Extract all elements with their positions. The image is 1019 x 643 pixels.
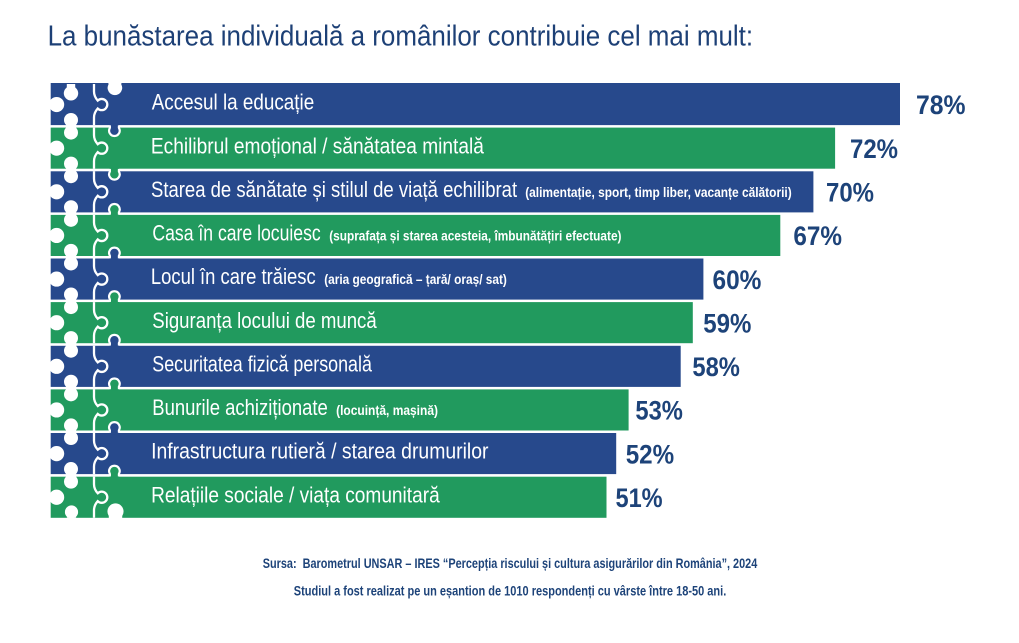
svg-text:Casa în care locuiesc: Casa în care locuiesc [152,221,320,246]
svg-text:Securitatea fizică personală: Securitatea fizică personală [152,352,372,377]
svg-text:(suprafața și starea acesteia,: (suprafața și starea acesteia, îmbunătăț… [329,229,621,244]
svg-text:70%: 70% [826,178,874,208]
svg-text:Bunurile achiziționate: Bunurile achiziționate [152,395,327,420]
svg-text:67%: 67% [793,221,842,251]
svg-text:60%: 60% [713,265,762,295]
svg-text:78%: 78% [916,90,966,120]
svg-text:59%: 59% [703,308,751,338]
svg-text:Infrastructura rutieră / stare: Infrastructura rutieră / starea drumuril… [151,439,488,464]
svg-text:Locul în care trăiesc: Locul în care trăiesc [151,264,316,289]
svg-text:Studiul a fost realizat pe un: Studiul a fost realizat pe un eșantion d… [294,583,727,599]
svg-text:72%: 72% [850,134,898,164]
svg-text:Accesul la educație: Accesul la educație [152,90,315,115]
svg-text:Sursa: Barometrul UNSAR – IRE: Sursa: Barometrul UNSAR – IRES “Percepți… [263,555,758,571]
svg-text:52%: 52% [626,439,674,469]
svg-text:(aria geografică – țară/ oraș/: (aria geografică – țară/ oraș/ sat) [324,272,507,287]
svg-text:58%: 58% [692,352,740,382]
svg-text:La bunăstarea individuală a ro: La bunăstarea individuală a românilor co… [48,21,754,53]
svg-text:53%: 53% [635,396,683,426]
svg-text:Starea de sănătate și stilul d: Starea de sănătate și stilul de viață ec… [151,177,517,202]
svg-text:(alimentație, sport, timp libe: (alimentație, sport, timp liber, vacanțe… [525,185,792,200]
svg-text:Siguranța locului de muncă: Siguranța locului de muncă [152,308,377,333]
svg-text:Echilibrul emoțional / sănătat: Echilibrul emoțional / sănătatea mintală [151,133,485,158]
svg-text:Relațiile sociale / viața comu: Relațiile sociale / viața comunitară [151,482,440,507]
svg-text:(locuință, mașină): (locuință, mașină) [336,403,438,418]
svg-text:51%: 51% [616,483,663,513]
